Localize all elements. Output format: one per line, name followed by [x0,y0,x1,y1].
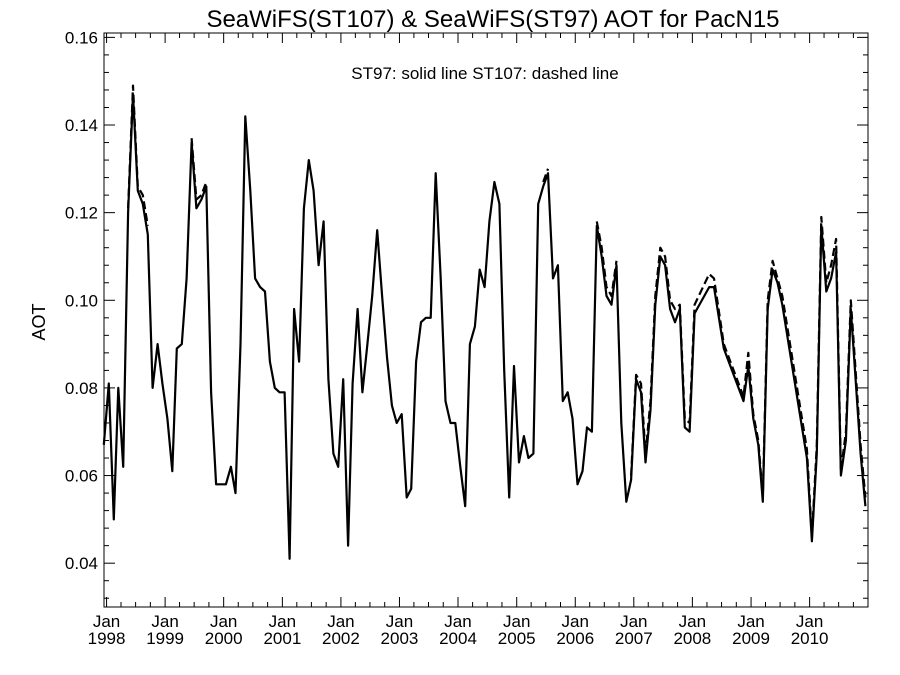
chart-title: SeaWiFS(ST107) & SeaWiFS(ST97) AOT for P… [206,6,779,33]
series-line-st107 [127,84,149,226]
x-tick-label-month: Jan [93,612,120,631]
x-tick-label-month: Jan [503,612,530,631]
x-tick-label-month: Jan [444,612,471,631]
x-tick-label-year: 1999 [146,629,184,648]
x-tick-label-month: Jan [269,612,296,631]
y-tick-label: 0.08 [65,379,98,398]
x-tick-label-year: 2003 [381,629,419,648]
x-tick-label-month: Jan [386,612,413,631]
x-tick-label-year: 2001 [263,629,301,648]
y-tick-label: 0.12 [65,204,98,223]
y-tick-label: 0.06 [65,467,98,486]
y-tick-label: 0.04 [65,554,98,573]
plot-frame [103,32,869,608]
series-line-st97 [102,93,867,560]
x-tick-label-month: Jan [620,612,647,631]
x-tick-label-year: 2006 [556,629,594,648]
y-axis-label: AOT [29,303,49,340]
series-line-st107 [595,221,618,297]
x-tick-label-month: Jan [796,612,823,631]
x-tick-label-year: 2000 [205,629,243,648]
x-tick-label-month: Jan [327,612,354,631]
plot-area: 0.040.060.080.100.120.140.16Jan1998Jan19… [65,28,868,648]
x-tick-label-year: 2004 [439,629,477,648]
series-line-st107 [630,215,867,538]
x-tick-label-year: 2010 [791,629,829,648]
x-tick-label-year: 2005 [498,629,536,648]
x-tick-label-year: 2009 [732,629,770,648]
x-tick-label-year: 2002 [322,629,360,648]
x-tick-label-month: Jan [210,612,237,631]
series-line-st107 [542,168,550,183]
x-tick-label-year: 1998 [88,629,126,648]
x-tick-label-month: Jan [562,612,589,631]
y-tick-label: 0.10 [65,291,98,310]
chart-annotation: ST97: solid line ST107: dashed line [351,64,618,83]
x-tick-label-year: 2007 [615,629,653,648]
y-tick-label: 0.14 [65,116,98,135]
x-tick-label-year: 2008 [673,629,711,648]
y-tick-label: 0.16 [65,28,98,47]
x-tick-label-month: Jan [151,612,178,631]
x-tick-label-month: Jan [679,612,706,631]
x-tick-label-month: Jan [737,612,764,631]
series-line-st107 [190,138,208,201]
